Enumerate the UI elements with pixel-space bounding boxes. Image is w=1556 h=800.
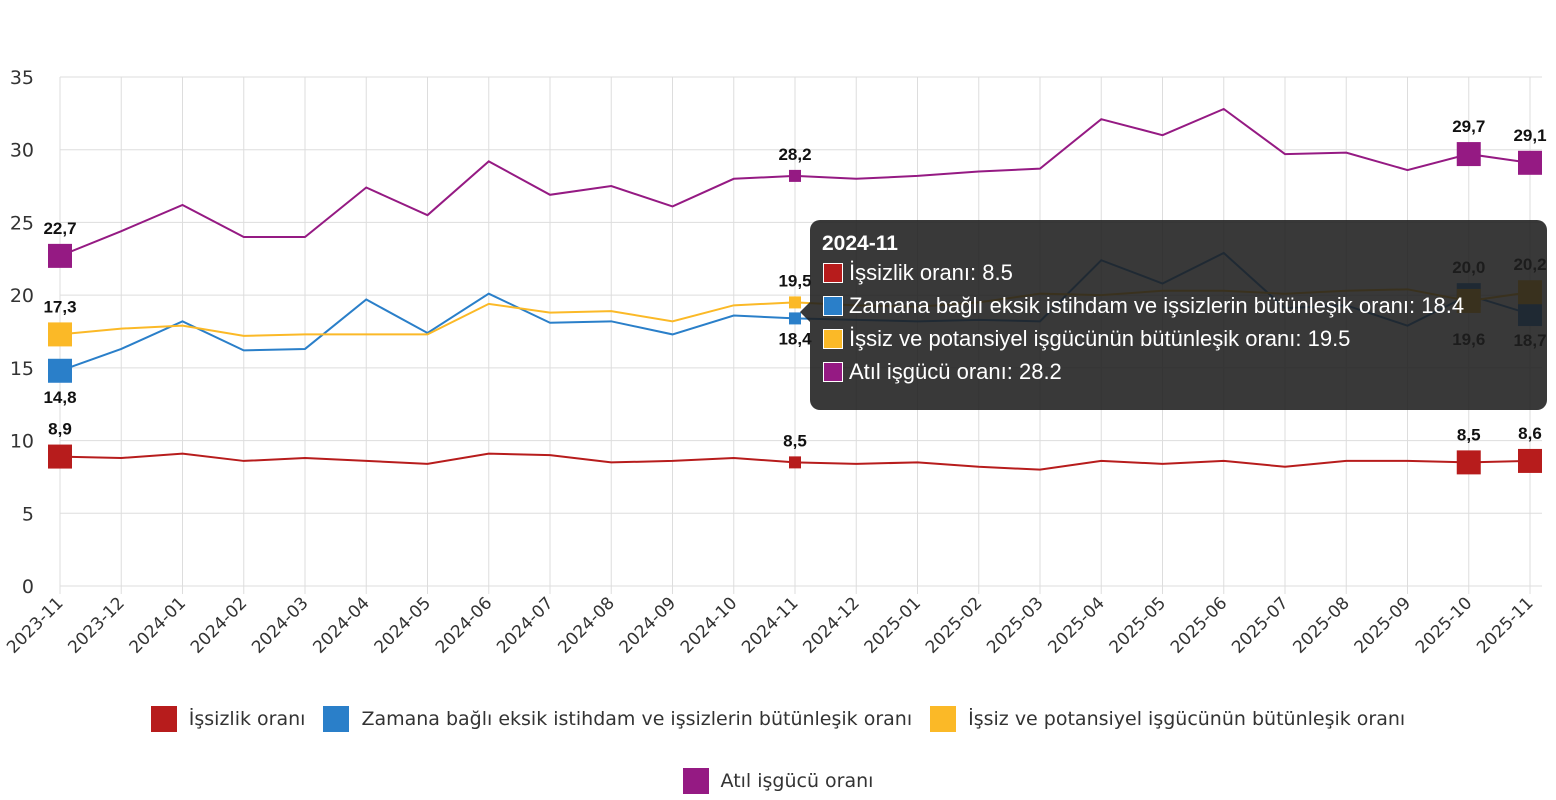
x-tick-label: 2024-01 [126,593,190,657]
tooltip-text: Atıl işgücü oranı: 28.2 [849,358,1062,384]
data-label: 17,3 [43,297,76,316]
data-point [48,358,72,383]
y-tick-label: 0 [22,576,34,598]
x-tick-label: 2023-12 [64,593,128,657]
swatch-icon [823,328,843,349]
data-point [1518,448,1542,473]
y-tick-label: 10 [10,431,34,453]
tooltip-row: İşsiz ve potansiyel işgücünün bütünleşik… [823,322,1547,355]
data-point [1456,450,1481,475]
data-point [48,322,72,347]
x-tick-label: 2025-11 [1473,593,1537,657]
x-tick-label: 2024-02 [187,593,251,657]
y-tick-label: 35 [10,67,34,89]
legend-swatch-icon [323,706,350,732]
data-point [1456,142,1481,167]
data-label: 18,4 [778,329,812,348]
legend-label: İşsiz ve potansiyel işgücünün bütünleşik… [968,708,1406,730]
x-tick-label: 2024-12 [799,593,863,657]
x-tick-label: 2024-11 [738,593,802,657]
tooltip: 2024-11 İşsizlik oranı: 8.5 Zamana bağlı… [800,220,1547,410]
x-tick-label: 2025-08 [1289,593,1353,657]
x-tick-label: 2025-09 [1351,593,1415,657]
x-tick-label: 2023-11 [3,593,67,657]
y-tick-label: 20 [10,285,34,307]
legend-item[interactable]: İşsiz ve potansiyel işgücünün bütünleşik… [930,706,1405,732]
data-label: 14,8 [43,388,76,407]
tooltip-row: İşsizlik oranı: 8.5 [823,256,1547,289]
x-tick-label: 2025-05 [1106,593,1170,657]
x-tick-label: 2025-10 [1412,593,1476,657]
data-label: 8,5 [1457,425,1481,444]
tooltip-caret [800,302,810,322]
x-tick-label: 2024-07 [493,593,557,657]
data-label: 29,1 [1513,126,1546,145]
legend-label: Zamana bağlı eksik istihdam ve işsizleri… [361,708,913,730]
data-label: 22,7 [43,219,76,238]
data-label: 8,5 [783,431,807,450]
data-point [1518,150,1542,175]
x-tick-label: 2024-08 [554,593,618,657]
data-point [48,444,72,469]
data-label: 8,9 [48,420,72,439]
tooltip-row: Zamana bağlı eksik istihdam ve işsizleri… [823,289,1547,322]
legend-swatch-icon [150,706,177,732]
legend: İşsizlik oranı Zamana bağlı eksik istihda… [0,706,1556,794]
x-tick-label: 2024-04 [309,593,373,657]
x-tick-label: 2024-06 [432,593,496,657]
tooltip-row: Atıl işgücü oranı: 28.2 [823,355,1547,388]
x-tick-label: 2024-05 [371,593,435,657]
data-label: 8,6 [1518,424,1542,443]
data-point [789,456,801,469]
x-tick-label: 2025-06 [1167,593,1231,657]
data-point [789,296,801,309]
data-point [48,243,72,268]
tooltip-text: İşsizlik oranı: 8.5 [849,259,1013,285]
x-tick-label: 2025-03 [983,593,1047,657]
y-tick-label: 25 [10,212,34,234]
x-tick-label: 2024-03 [248,593,312,657]
legend-item[interactable]: Zamana bağlı eksik istihdam ve işsizleri… [323,706,912,732]
swatch-icon [823,295,843,316]
y-tick-label: 15 [10,358,34,380]
tooltip-title: 2024-11 [822,232,898,255]
tooltip-text: Zamana bağlı eksik istihdam ve işsizleri… [849,292,1465,318]
data-label: 29,7 [1452,117,1485,136]
y-tick-label: 30 [10,140,34,162]
data-label: 19,5 [778,271,811,290]
data-label: 28,2 [778,145,811,164]
swatch-icon [823,361,843,382]
x-tick-label: 2025-07 [1228,593,1292,657]
x-tick-label: 2024-09 [616,593,680,657]
legend-item[interactable]: Atıl işgücü oranı [682,768,874,794]
x-tick-label: 2025-02 [922,593,986,657]
legend-swatch-icon [682,768,709,794]
y-tick-label: 5 [22,503,34,525]
data-point [789,169,801,182]
legend-label: Atıl işgücü oranı [720,770,874,792]
x-tick-label: 2025-01 [861,593,925,657]
legend-item[interactable]: İşsizlik oranı [150,706,306,732]
legend-swatch-icon [930,706,957,732]
data-point [789,312,801,325]
legend-label: İşsizlik oranı [188,708,306,730]
x-tick-label: 2025-04 [1044,593,1108,657]
x-tick-label: 2024-10 [677,593,741,657]
tooltip-text: İşsiz ve potansiyel işgücünün bütünleşik… [849,325,1351,351]
swatch-icon [823,262,843,283]
